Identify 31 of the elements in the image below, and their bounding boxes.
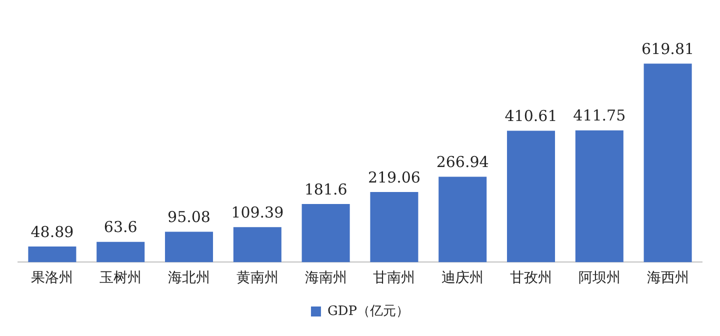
bar bbox=[28, 246, 76, 262]
x-tick-label: 甘南州 bbox=[373, 270, 416, 286]
bar bbox=[506, 130, 556, 262]
bar bbox=[644, 64, 692, 262]
bar bbox=[575, 130, 624, 262]
data-label: 181.6 bbox=[304, 180, 348, 198]
x-tick-label: 阿坝州 bbox=[578, 270, 620, 286]
bar bbox=[233, 227, 282, 262]
x-tick-label: 迪庆州 bbox=[442, 270, 484, 286]
x-tick-label: 海西州 bbox=[646, 270, 689, 286]
data-label: 63.6 bbox=[104, 218, 138, 236]
x-tick-label: 玉树州 bbox=[100, 270, 142, 286]
data-label: 109.39 bbox=[231, 204, 284, 222]
legend-label: GDP（亿元） bbox=[327, 304, 410, 319]
bar bbox=[302, 204, 350, 262]
data-label: 219.06 bbox=[368, 168, 420, 186]
bar bbox=[96, 242, 145, 262]
data-label: 48.89 bbox=[30, 222, 74, 241]
bar bbox=[438, 176, 487, 262]
data-label: 95.08 bbox=[168, 208, 210, 226]
data-label: 411.75 bbox=[573, 106, 626, 125]
data-label: 410.61 bbox=[504, 107, 558, 126]
x-tick-label: 黄南州 bbox=[236, 270, 278, 286]
bar bbox=[164, 232, 214, 262]
data-label: 619.81 bbox=[642, 40, 694, 58]
x-tick-label: 甘孜州 bbox=[510, 270, 552, 286]
x-tick-label: 海南州 bbox=[304, 270, 347, 286]
x-tick-label: 果洛州 bbox=[31, 270, 74, 286]
bar bbox=[370, 192, 418, 262]
data-label: 266.94 bbox=[436, 153, 489, 172]
x-tick-label: 海北州 bbox=[168, 270, 210, 286]
